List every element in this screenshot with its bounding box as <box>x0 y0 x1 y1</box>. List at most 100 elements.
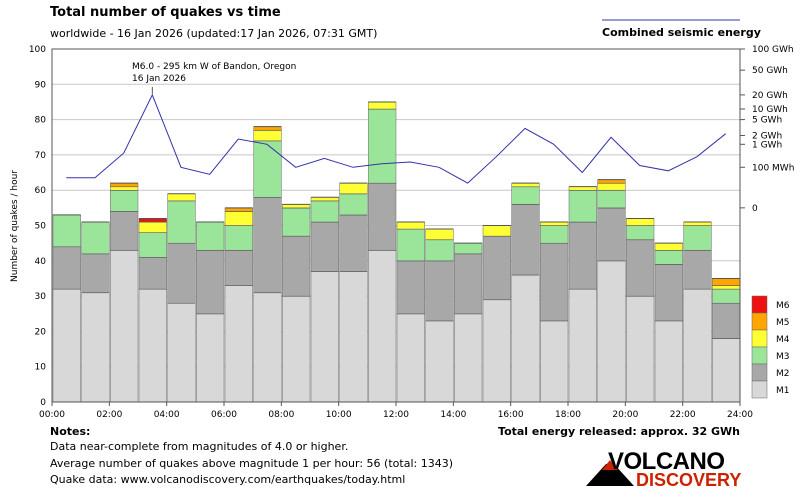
y-tick-label: 80 <box>35 116 47 126</box>
bar-m2 <box>712 302 741 339</box>
bar-m2 <box>253 197 282 293</box>
bar-m1 <box>196 313 225 403</box>
x-tick-label: 18:00 <box>555 410 581 420</box>
bar-m1 <box>683 288 712 403</box>
bar-m2 <box>482 235 511 300</box>
bar-stack-layer <box>52 101 741 403</box>
annotation: M6.0 - 295 km W of Bandon, Oregon 16 Jan… <box>132 62 296 94</box>
bar-m4 <box>568 186 597 191</box>
bar-m1 <box>253 292 282 403</box>
bar-m2 <box>196 249 225 315</box>
bar-m3 <box>138 232 167 258</box>
bar-m4 <box>339 182 368 194</box>
bar-m3 <box>224 225 253 251</box>
bar-m4 <box>511 182 540 187</box>
bar-m3 <box>654 249 683 265</box>
bar-m2 <box>511 204 540 276</box>
y-tick-label: 60 <box>35 186 47 196</box>
magnitude-legend: M6 M5 M4 M3 M2 M1 <box>751 295 790 399</box>
bar-m5 <box>712 278 741 286</box>
bar-m4 <box>282 204 311 209</box>
volcano-discovery-logo[interactable]: VOLCANO DISCOVERY <box>586 448 741 492</box>
energy-tick-label: 20 GWh <box>752 91 788 101</box>
bar-m2 <box>368 182 397 251</box>
bar-m3 <box>167 200 196 244</box>
energy-tick-label: 100 MWh <box>752 163 794 173</box>
bar-m3 <box>511 186 540 205</box>
legend-swatch-m4 <box>751 329 768 348</box>
tick-labels: 0 10 20 30 40 50 60 70 80 90 100 00:00 02:00 04:00 06:… <box>29 45 795 420</box>
bar-m1 <box>396 313 425 403</box>
bar-m4 <box>110 186 139 191</box>
x-tick-label: 20:00 <box>612 410 638 420</box>
energy-tick-label: 5 GWh <box>752 116 782 126</box>
y-tick-label: 50 <box>35 222 47 232</box>
volcano-logo-icon <box>586 460 634 486</box>
bar-m4 <box>482 225 511 237</box>
bar-m1 <box>368 249 397 403</box>
bar-m4 <box>138 221 167 233</box>
legend-label-m2: M2 <box>776 369 790 379</box>
y-tick-label: 10 <box>35 363 47 373</box>
bar-m1 <box>224 285 253 403</box>
bar-m2 <box>454 253 483 315</box>
bar-m4 <box>683 221 712 226</box>
bar-m4 <box>597 182 626 191</box>
bar-m3 <box>253 140 282 198</box>
bar-m5 <box>110 182 139 187</box>
energy-line-layer <box>66 93 727 184</box>
bar-m1 <box>482 299 511 403</box>
bar-m3 <box>196 221 225 251</box>
bar-m3 <box>368 108 397 184</box>
notes-title: Notes: <box>50 425 91 438</box>
x-tick-label: 24:00 <box>727 410 753 420</box>
legend-label-m6: M6 <box>776 301 790 311</box>
bar-m1 <box>425 320 454 403</box>
energy-tick-label: 1 GWh <box>752 140 782 150</box>
bar-m4 <box>253 129 282 142</box>
bar-m2 <box>626 239 655 297</box>
energy-tick-label: 100 GWh <box>752 45 794 55</box>
bar-m4 <box>712 285 741 290</box>
bar-m1 <box>454 313 483 403</box>
legend-label-m1: M1 <box>776 386 790 396</box>
chart-title: Total number of quakes vs time <box>50 5 281 20</box>
bar-m2 <box>167 242 196 304</box>
bar-m3 <box>540 225 569 244</box>
bar-m2 <box>568 221 597 290</box>
energy-legend-label: Combined seismic energy <box>602 26 761 39</box>
bar-m3 <box>568 189 597 223</box>
bar-m2 <box>540 242 569 322</box>
legend-swatch-m6 <box>751 295 768 314</box>
bar-m3 <box>425 239 454 262</box>
bar-m2 <box>597 207 626 262</box>
note-line-1: Data near-complete from magnitudes of 4.… <box>50 440 349 453</box>
bar-m4 <box>654 242 683 251</box>
annotation-line-1: M6.0 - 295 km W of Bandon, Oregon <box>132 62 296 72</box>
note-line-2: Average number of quakes above magnitude… <box>50 457 453 470</box>
bar-m1 <box>597 260 626 403</box>
bar-m2 <box>52 246 81 290</box>
x-tick-label: 12:00 <box>383 410 409 420</box>
y-tick-label: 70 <box>35 151 47 161</box>
bar-m1 <box>167 302 196 403</box>
energy-tick-label: 2 GWh <box>752 131 782 141</box>
chart-subtitle: worldwide - 16 Jan 2026 (updated:17 Jan … <box>50 27 378 40</box>
bar-m3 <box>454 242 483 254</box>
bar-m1 <box>654 320 683 403</box>
annotation-line-2: 16 Jan 2026 <box>132 74 186 84</box>
bar-m3 <box>282 207 311 237</box>
bar-m4 <box>626 218 655 226</box>
bar-m2 <box>339 214 368 272</box>
x-tick-label: 06:00 <box>211 410 237 420</box>
bar-m4 <box>396 221 425 230</box>
y-tick-label: 30 <box>35 292 47 302</box>
bar-m1 <box>310 271 339 403</box>
bar-m3 <box>683 225 712 251</box>
bar-m2 <box>396 260 425 314</box>
bar-m4 <box>425 228 454 240</box>
energy-tick-label: 50 GWh <box>752 66 788 76</box>
bar-m2 <box>683 249 712 290</box>
bar-m3 <box>712 288 741 304</box>
